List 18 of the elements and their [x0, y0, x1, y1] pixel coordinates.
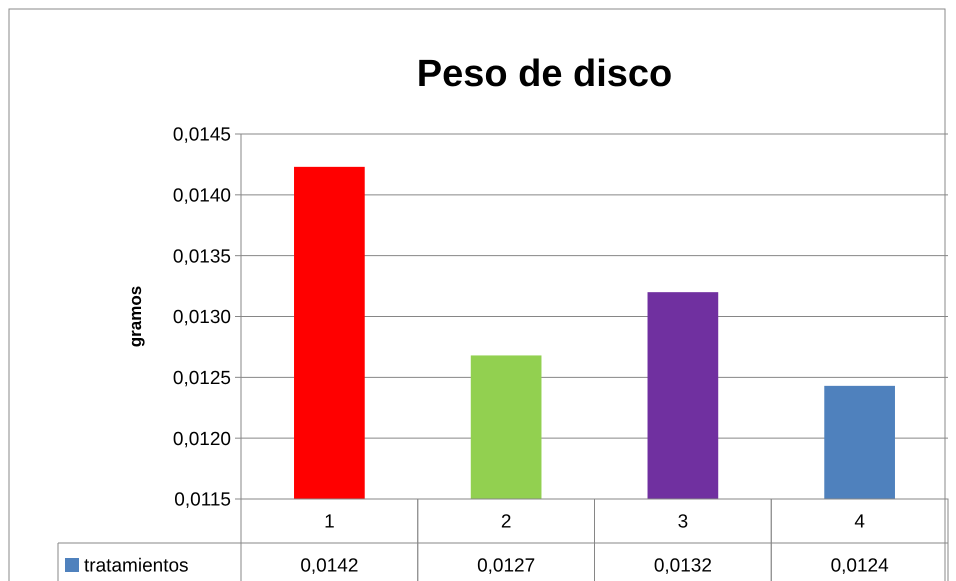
- y-tick-label: 0,0135: [172, 246, 231, 268]
- data-label: 0,0127: [477, 556, 536, 577]
- x-tick-label: 1: [324, 512, 335, 533]
- data-label: 0,0132: [654, 556, 712, 577]
- data-label: 0,0142: [300, 556, 358, 577]
- y-tick-label: 0,0120: [172, 428, 231, 450]
- chart-title: Peso de disco: [416, 53, 672, 95]
- y-tick-label: 0,0130: [172, 307, 231, 328]
- y-axis-title: gramos: [126, 286, 145, 348]
- x-tick-label: 3: [678, 512, 688, 533]
- y-tick-label: 0,0125: [172, 368, 231, 389]
- x-tick-label: 2: [500, 512, 512, 533]
- data-label: 0,0124: [830, 556, 890, 577]
- x-tick-label: 4: [854, 512, 866, 533]
- y-tick-label: 0,0140: [172, 185, 231, 206]
- legend-label: tratamientos: [84, 556, 189, 577]
- y-tick-label: 0,0145: [172, 124, 231, 146]
- y-tick-label: 0,0115: [174, 490, 231, 511]
